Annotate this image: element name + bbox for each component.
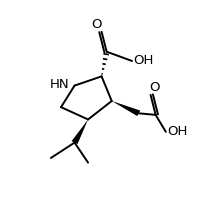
Text: O: O — [150, 81, 160, 94]
Text: OH: OH — [167, 125, 187, 138]
Text: O: O — [91, 18, 102, 31]
Polygon shape — [72, 119, 88, 144]
Polygon shape — [112, 101, 140, 116]
Text: HN: HN — [50, 78, 70, 91]
Text: OH: OH — [133, 54, 153, 67]
